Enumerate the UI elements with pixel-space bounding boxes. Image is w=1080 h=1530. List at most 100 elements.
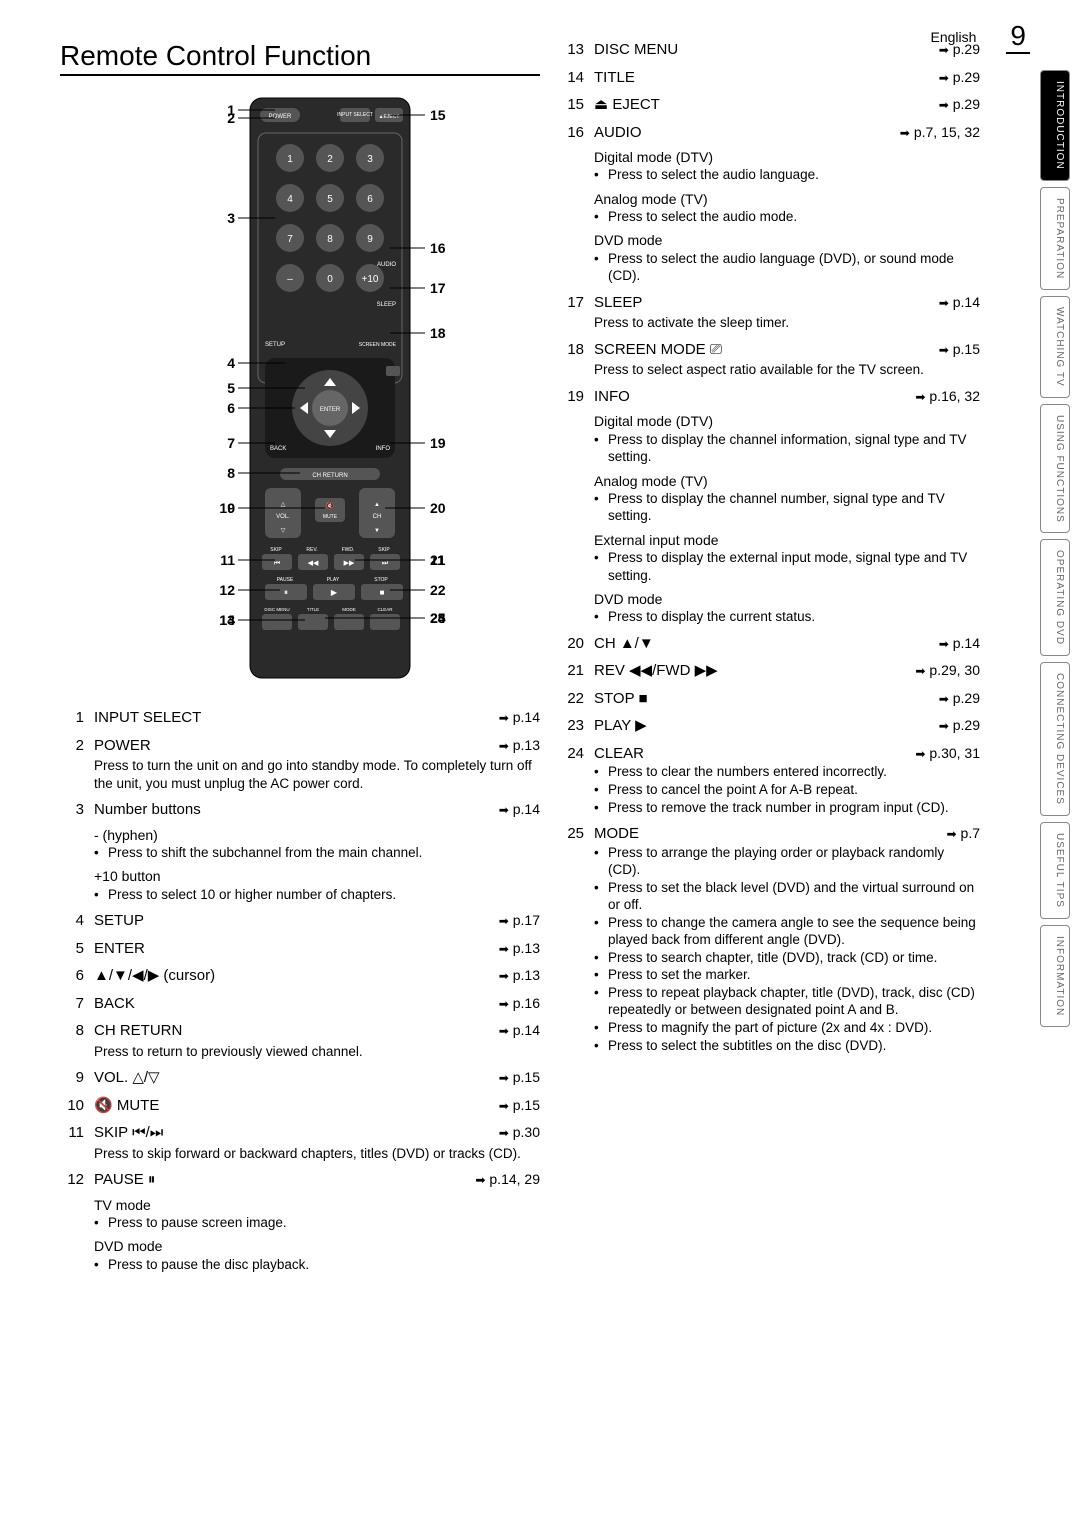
func-name: ▲/▼/◀/▶ (cursor) <box>94 966 489 986</box>
right-column: 13 DISC MENU p.29 14 TITLE p.29 15 ⏏ EJE… <box>560 40 980 1281</box>
func-name: MODE <box>594 824 936 844</box>
svg-text:PAUSE: PAUSE <box>277 577 294 583</box>
svg-text:◀◀: ◀◀ <box>308 560 319 567</box>
callout-11: 11 <box>205 552 235 568</box>
svg-text:SLEEP: SLEEP <box>377 302 396 308</box>
func-num: 23 <box>560 716 584 736</box>
page-number: 9 <box>1006 20 1030 54</box>
svg-text:⏮: ⏮ <box>274 560 280 567</box>
page-ref: p.29 <box>939 716 980 735</box>
tab-introduction[interactable]: INTRODUCTION <box>1040 70 1070 181</box>
func-name: SKIP ⏮/⏭ <box>94 1123 489 1143</box>
svg-text:0: 0 <box>327 274 333 285</box>
func-item-21: 21 REV ◀◀/FWD ▶▶ p.29, 30 <box>560 661 980 681</box>
svg-text:SCREEN MODE: SCREEN MODE <box>359 342 397 348</box>
tab-using-functions[interactable]: USING FUNCTIONS <box>1040 404 1070 534</box>
tab-watching-tv[interactable]: WATCHING TV <box>1040 296 1070 398</box>
callout-2: 2 <box>205 110 235 126</box>
func-name: CH RETURN <box>94 1021 489 1041</box>
tab-preparation[interactable]: PREPARATION <box>1040 187 1070 290</box>
bullet: Press to magnify the part of picture (2x… <box>594 1019 980 1037</box>
page-ref: p.14 <box>939 293 980 312</box>
bullet: Press to select the audio language. <box>594 166 980 184</box>
func-item-5: 5 ENTER p.13 <box>60 939 540 959</box>
bullet: Press to set the marker. <box>594 966 980 984</box>
func-item-3: 3 Number buttons p.14 - (hyphen)Press to… <box>60 800 540 903</box>
func-num: 10 <box>60 1096 84 1116</box>
bullet: Press to pause the disc playback. <box>94 1256 540 1274</box>
tab-information[interactable]: INFORMATION <box>1040 925 1070 1027</box>
func-num: 14 <box>560 68 584 88</box>
svg-text:8: 8 <box>327 234 333 245</box>
page-ref: p.15 <box>499 1096 540 1115</box>
svg-text:PLAY: PLAY <box>327 577 340 583</box>
func-num: 9 <box>60 1068 84 1088</box>
svg-text:▲: ▲ <box>374 502 380 508</box>
section-title: Remote Control Function <box>60 40 540 76</box>
func-name: SCREEN MODE ⎚ <box>594 340 929 360</box>
sub-title: +10 button <box>94 867 540 885</box>
sub-title: Digital mode (DTV) <box>594 148 980 166</box>
function-list-right: 13 DISC MENU p.29 14 TITLE p.29 15 ⏏ EJE… <box>560 40 980 1054</box>
svg-text:TITLE: TITLE <box>307 607 319 612</box>
section-tabs: INTRODUCTION PREPARATION WATCHING TV USING … <box>1040 70 1070 1027</box>
svg-text:▼: ▼ <box>374 528 380 534</box>
func-item-12: 12 PAUSE ⏸ p.14, 29 TV modePress to paus… <box>60 1170 540 1273</box>
func-name: ⏏ EJECT <box>594 95 929 115</box>
func-item-14: 14 TITLE p.29 <box>560 68 980 88</box>
svg-text:POWER: POWER <box>269 114 292 120</box>
svg-text:CH RETURN: CH RETURN <box>312 473 347 479</box>
func-num: 3 <box>60 800 84 820</box>
bullet: Press to display the channel number, sig… <box>594 490 980 525</box>
svg-text:▲EJECT: ▲EJECT <box>379 114 400 120</box>
callout-12: 12 <box>205 582 235 598</box>
bullet: Press to shift the subchannel from the m… <box>94 844 540 862</box>
callout-8: 8 <box>205 465 235 481</box>
tab-connecting-devices[interactable]: CONNECTING DEVICES <box>1040 662 1070 816</box>
func-item-2: 2 POWER p.13 Press to turn the unit on a… <box>60 736 540 793</box>
func-item-20: 20 CH ▲/▼ p.14 <box>560 634 980 654</box>
func-num: 6 <box>60 966 84 986</box>
page-ref: p.17 <box>499 911 540 930</box>
svg-text:1: 1 <box>287 154 293 165</box>
svg-text:▽: ▽ <box>281 528 286 534</box>
svg-text:STOP: STOP <box>374 577 388 583</box>
bullet: Press to display the channel information… <box>594 431 980 466</box>
func-name: PLAY ▶ <box>594 716 929 736</box>
tab-useful-tips[interactable]: USEFUL TIPS <box>1040 822 1070 919</box>
func-num: 20 <box>560 634 584 654</box>
func-num: 2 <box>60 736 84 756</box>
func-num: 24 <box>560 744 584 764</box>
callout-18: 18 <box>430 325 446 341</box>
remote-svg: POWER INPUT SELECT ▲EJECT 1 2 3 4 5 6 7 … <box>100 88 500 688</box>
sub-title: DVD mode <box>594 231 980 249</box>
func-item-23: 23 PLAY ▶ p.29 <box>560 716 980 736</box>
func-item-16: 16 AUDIO p.7, 15, 32 Digital mode (DTV)P… <box>560 123 980 285</box>
func-name: REV ◀◀/FWD ▶▶ <box>594 661 905 681</box>
callout-5: 5 <box>205 380 235 396</box>
svg-text:DISC MENU: DISC MENU <box>264 607 289 612</box>
bullet: Press to repeat playback chapter, title … <box>594 984 980 1019</box>
page-ref: p.15 <box>939 340 980 359</box>
sub-title: Analog mode (TV) <box>594 472 980 490</box>
func-name: TITLE <box>594 68 929 88</box>
svg-text:SKIP: SKIP <box>270 547 282 553</box>
func-item-9: 9 VOL. △/▽ p.15 <box>60 1068 540 1088</box>
func-item-7: 7 BACK p.16 <box>60 994 540 1014</box>
svg-text:■: ■ <box>380 588 385 597</box>
page-ref: p.13 <box>499 939 540 958</box>
svg-text:–: – <box>287 274 293 285</box>
svg-text:VOL.: VOL. <box>276 514 290 520</box>
tab-operating-dvd[interactable]: OPERATING DVD <box>1040 539 1070 656</box>
svg-text:⏭: ⏭ <box>382 560 389 567</box>
page-ref: p.14, 29 <box>475 1170 540 1189</box>
func-item-13: 13 DISC MENU p.29 <box>560 40 980 60</box>
func-num: 5 <box>60 939 84 959</box>
svg-text:AUDIO: AUDIO <box>377 262 396 268</box>
func-num: 17 <box>560 293 584 313</box>
func-num: 21 <box>560 661 584 681</box>
callout-17: 17 <box>430 280 446 296</box>
page-ref: p.14 <box>499 800 540 819</box>
func-name: 🔇 MUTE <box>94 1096 489 1116</box>
func-name: Number buttons <box>94 800 489 820</box>
